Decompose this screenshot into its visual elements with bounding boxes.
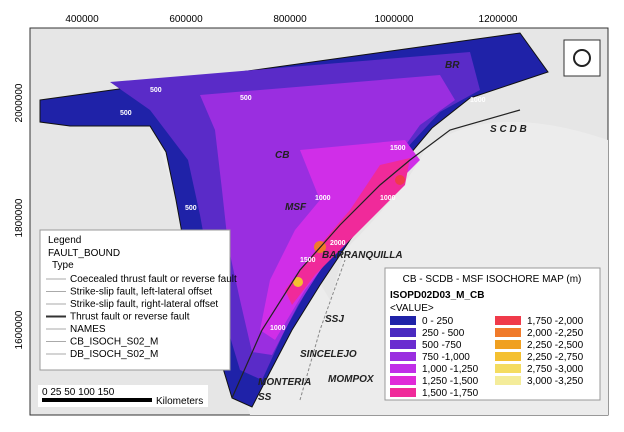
legend-item: Coecealed thrust fault or reverse fault <box>70 274 237 285</box>
contour-label: 1000 <box>315 195 331 202</box>
class-label: 2,250 -2,500 <box>527 340 584 351</box>
class-swatch <box>495 340 521 349</box>
place-label: BR <box>445 60 460 71</box>
class-label: 2,000 -2,250 <box>527 328 584 339</box>
legend-title: Legend <box>48 235 81 246</box>
class-swatch <box>495 328 521 337</box>
isochore-peak <box>285 158 410 305</box>
contour-label: 2000 <box>330 240 346 247</box>
y-coord-label: 2000000 <box>14 83 25 122</box>
north-arrow-symbol <box>573 49 591 67</box>
place-label: CB <box>275 150 289 161</box>
contour-label: 500 <box>150 87 162 94</box>
class-label: 2,250 -2,750 <box>527 352 584 363</box>
x-coord-label: 600000 <box>169 14 203 25</box>
contour-label: 500 <box>240 95 252 102</box>
place-label: BARRANQUILLA <box>322 250 403 261</box>
fault-line <box>231 109 521 399</box>
class-label: 3,000 -3,250 <box>527 376 584 387</box>
contour-label: 500 <box>120 110 132 117</box>
x-coord-label: 1200000 <box>479 14 518 25</box>
class-swatch <box>495 352 521 361</box>
class-label: 1,000 -1,250 <box>422 364 479 375</box>
class-swatch <box>390 388 416 397</box>
contour-label: 1000 <box>270 325 286 332</box>
place-label: MSF <box>285 202 307 213</box>
north-arrow <box>563 39 601 77</box>
scale-unit: Kilometers <box>156 396 203 407</box>
legend-item: Thrust fault or reverse fault <box>70 312 190 323</box>
class-label: 1,500 -1,750 <box>422 388 479 399</box>
class-label: 0 - 250 <box>422 316 454 327</box>
class-label: 250 - 500 <box>422 328 465 339</box>
legend-layer: FAULT_BOUND <box>48 248 120 259</box>
class-label: 1,250 -1,500 <box>422 376 479 387</box>
x-coord-label: 1000000 <box>375 14 414 25</box>
legend-item: Strike-slip fault, left-lateral offset <box>70 287 212 298</box>
isochore-legend-title: CB - SCDB - MSF ISOCHORE MAP (m) <box>403 274 582 285</box>
scale-ticks: 0 25 50 100 150 <box>42 387 115 398</box>
x-coord-label: 800000 <box>273 14 307 25</box>
place-label: SS <box>258 392 272 403</box>
contour-label: 1500 <box>390 145 406 152</box>
legend-field: Type <box>52 260 74 271</box>
isochore-layer: ISOPD02D03_M_CB <box>390 290 484 301</box>
legend-item: NAMES <box>70 324 106 335</box>
isochore-field: <VALUE> <box>390 303 434 314</box>
contour-label: 500 <box>185 205 197 212</box>
class-swatch <box>390 352 416 361</box>
class-swatch <box>390 328 416 337</box>
class-label: 2,750 -3,000 <box>527 364 584 375</box>
class-swatch <box>495 376 521 385</box>
class-label: 500 -750 <box>422 340 462 351</box>
class-swatch <box>390 340 416 349</box>
class-swatch <box>390 376 416 385</box>
class-label: 1,750 -2,000 <box>527 316 584 327</box>
place-label: MONTERIA <box>258 377 311 388</box>
x-coord-label: 400000 <box>65 14 99 25</box>
class-swatch <box>495 316 521 325</box>
hotspot <box>293 277 303 287</box>
contour-label: 1000 <box>470 97 486 104</box>
class-label: 750 -1,000 <box>422 352 470 363</box>
place-label: SSJ <box>325 314 344 325</box>
place-label: S C D B <box>490 124 527 135</box>
y-coord-label: 1800000 <box>14 198 25 237</box>
place-label: MOMPOX <box>328 374 375 385</box>
legend-item: DB_ISOCH_S02_M <box>70 349 158 360</box>
legend-item: CB_ISOCH_S02_M <box>70 337 158 348</box>
fault-line <box>299 259 346 401</box>
isochore-legend-box <box>384 267 601 401</box>
class-swatch <box>390 316 416 325</box>
class-swatch <box>390 364 416 373</box>
class-swatch <box>495 364 521 373</box>
scale-bar <box>42 398 152 402</box>
y-coord-label: 1600000 <box>14 310 25 349</box>
hotspot <box>395 175 405 185</box>
legend-box <box>39 229 231 371</box>
contour-label: 1000 <box>380 195 396 202</box>
place-label: SINCELEJO <box>300 349 357 360</box>
legend-item: Strike-slip fault, right-lateral offset <box>70 299 218 310</box>
contour-label: 1500 <box>300 257 316 264</box>
